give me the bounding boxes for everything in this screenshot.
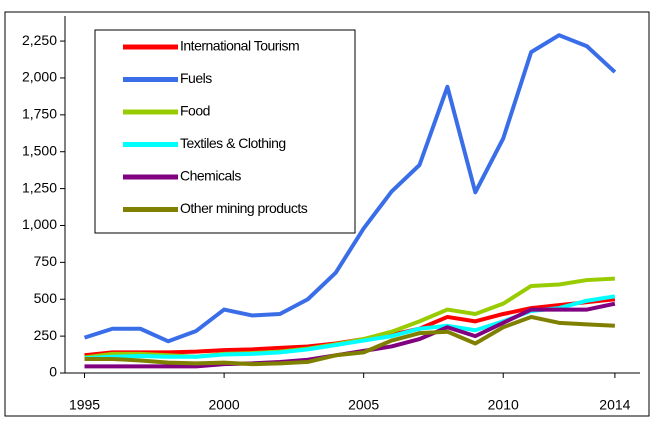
x-tick-label: 2010 (488, 397, 519, 413)
legend-label: International Tourism (180, 38, 299, 54)
y-tick-label: 0 (49, 364, 57, 380)
x-tick-label: 2000 (209, 397, 240, 413)
series-line (83, 33, 617, 344)
x-tick-label: 1995 (69, 397, 100, 413)
legend-label: Chemicals (180, 168, 241, 184)
y-tick-label: 750 (34, 253, 58, 269)
legend-label: Other mining products (180, 200, 308, 216)
y-tick-label: 500 (34, 290, 58, 306)
y-tick-label: 250 (34, 327, 58, 343)
y-tick-label: 2,000 (22, 69, 57, 85)
legend-label: Textiles & Clothing (180, 135, 286, 151)
y-tick-label: 1,000 (22, 216, 57, 232)
x-tick-label: 2005 (348, 397, 379, 413)
y-tick-label: 1,750 (22, 106, 57, 122)
y-tick-label: 1,250 (22, 179, 57, 195)
y-tick-label: 1,500 (22, 142, 57, 158)
legend-box (94, 29, 356, 234)
legend-label: Fuels (180, 70, 212, 86)
series-line (84, 314, 615, 367)
x-tick-label: 2014 (599, 397, 630, 413)
legend-label: Food (180, 103, 210, 119)
y-tick-label: 2,250 (22, 32, 57, 48)
